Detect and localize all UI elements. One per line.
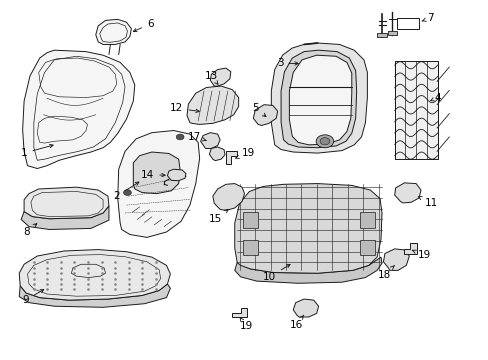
Polygon shape	[118, 131, 199, 237]
Text: 10: 10	[263, 265, 289, 282]
Text: 17: 17	[187, 132, 206, 142]
Text: 19: 19	[239, 318, 252, 331]
Circle shape	[316, 135, 333, 148]
Circle shape	[123, 190, 131, 195]
Polygon shape	[232, 308, 246, 317]
Text: 15: 15	[209, 209, 228, 224]
Text: 3: 3	[276, 58, 298, 68]
Polygon shape	[19, 284, 170, 307]
Text: 14: 14	[141, 170, 165, 180]
Text: 4: 4	[430, 93, 440, 103]
Polygon shape	[271, 43, 366, 153]
Polygon shape	[383, 249, 408, 270]
Polygon shape	[293, 299, 318, 317]
Polygon shape	[281, 50, 356, 148]
Polygon shape	[186, 86, 238, 125]
Text: 8: 8	[23, 224, 37, 237]
Polygon shape	[212, 184, 244, 211]
Polygon shape	[210, 68, 230, 86]
Polygon shape	[133, 152, 180, 194]
Bar	[243, 212, 257, 228]
Text: 11: 11	[418, 197, 437, 208]
Text: 19: 19	[235, 148, 255, 158]
Text: 5: 5	[252, 103, 265, 117]
Text: 1: 1	[21, 144, 53, 158]
Polygon shape	[24, 187, 109, 219]
Polygon shape	[404, 243, 416, 253]
Text: 12: 12	[170, 103, 199, 113]
Polygon shape	[253, 105, 277, 126]
Polygon shape	[96, 19, 131, 44]
Bar	[387, 31, 396, 35]
Bar	[243, 239, 257, 255]
Text: 18: 18	[377, 265, 394, 280]
Text: 16: 16	[289, 315, 303, 330]
Text: 2: 2	[113, 182, 139, 201]
Bar	[396, 18, 418, 30]
Bar	[359, 239, 374, 255]
Polygon shape	[21, 206, 109, 229]
Polygon shape	[289, 55, 351, 145]
Polygon shape	[234, 257, 381, 283]
Text: 7: 7	[421, 13, 433, 23]
Polygon shape	[22, 50, 135, 168]
Text: 13: 13	[204, 71, 218, 84]
Polygon shape	[209, 147, 224, 161]
Text: 19: 19	[411, 250, 430, 260]
Bar	[394, 60, 437, 159]
Circle shape	[176, 134, 183, 140]
Bar	[376, 33, 386, 37]
Bar	[359, 212, 374, 228]
Polygon shape	[19, 249, 170, 300]
Polygon shape	[234, 184, 381, 273]
Circle shape	[320, 138, 329, 145]
Text: 9: 9	[22, 289, 43, 305]
Polygon shape	[394, 183, 420, 203]
Polygon shape	[225, 151, 236, 164]
Polygon shape	[167, 169, 185, 181]
Text: 6: 6	[133, 19, 153, 32]
Polygon shape	[200, 133, 220, 148]
